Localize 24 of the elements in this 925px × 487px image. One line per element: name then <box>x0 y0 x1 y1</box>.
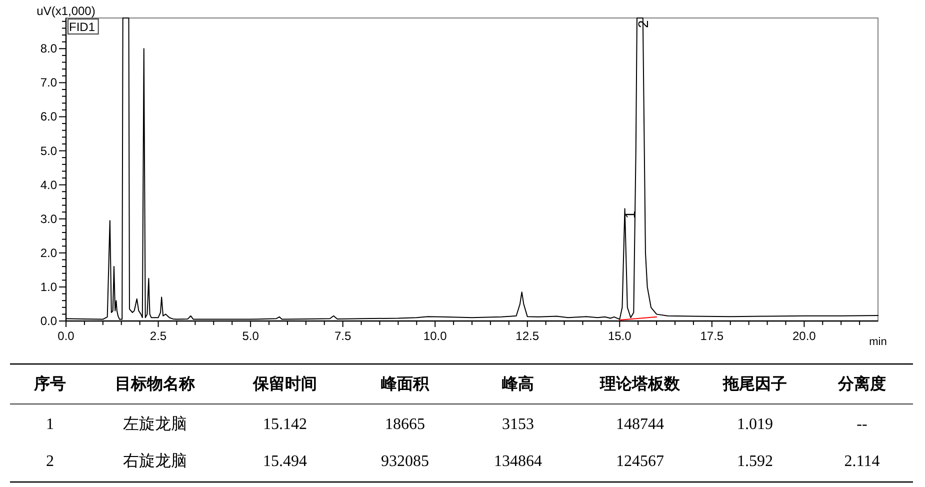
y-tick-label: 4.0 <box>40 178 58 192</box>
y-tick-label: 8.0 <box>40 42 58 56</box>
y-axis-title: uV(x1,000) <box>36 4 96 18</box>
x-tick-label: 5.0 <box>242 329 260 343</box>
x-tick-label: 0.0 <box>58 329 75 343</box>
x-tick-label: 10.0 <box>423 329 448 343</box>
table: 序号 目标物名称 保留时间 峰面积 峰高 理论塔板数 拖尾因子 分离度 1 左旋龙脑 15.142 18665 3153 148744 1.019 -- 2 右旋龙脑 15.494 932085 134864 124567 1.592 2.114 <box>10 363 914 483</box>
box-label: FID1 <box>68 18 99 34</box>
y-tick-label: 7.0 <box>40 76 58 90</box>
y-tick-label: 1.0 <box>40 280 58 294</box>
x-tick-label: 2.5 <box>150 329 167 343</box>
y-tick-label: 5.0 <box>40 144 58 158</box>
annotation: FID1 <box>69 20 96 34</box>
y-tick-label: 6.0 <box>40 110 58 124</box>
x-tick-label: 15.0 <box>608 329 632 343</box>
y-tick-label: 0.0 <box>40 314 58 328</box>
x-tick-label: 17.5 <box>700 329 724 343</box>
y-tick-label: 3.0 <box>40 212 58 226</box>
x-axis-title: min <box>869 336 887 348</box>
x-tick-label: 12.5 <box>516 329 540 343</box>
annotation: 2 <box>634 20 651 28</box>
y-tick-label: 2.0 <box>40 246 58 260</box>
x-tick-label: 7.5 <box>334 329 352 343</box>
x-tick-label: 20.0 <box>792 329 816 343</box>
